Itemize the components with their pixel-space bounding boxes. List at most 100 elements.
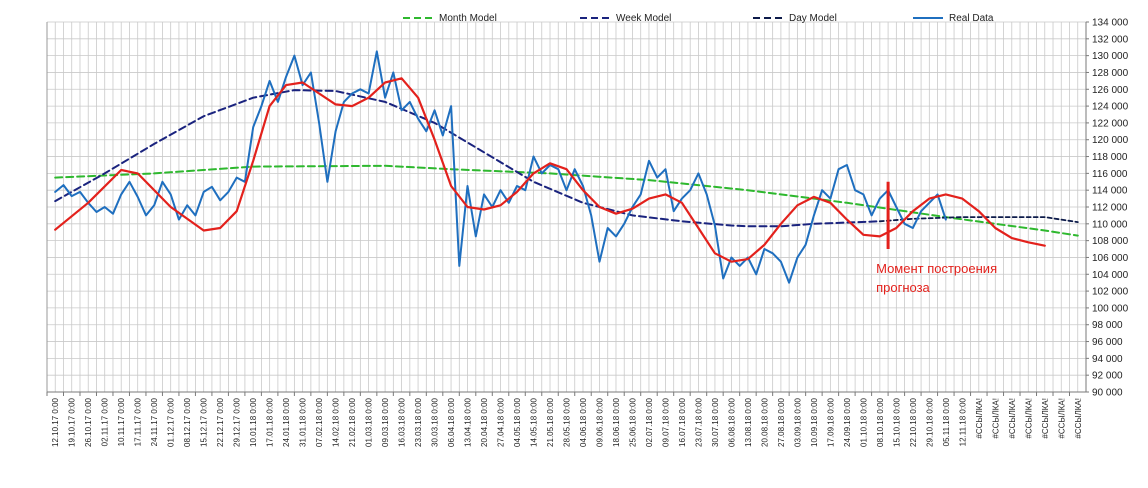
x-tick-label: 24.09.18 0:00: [843, 397, 852, 446]
x-tick-label: 08.10.18 0:00: [876, 397, 885, 446]
x-tick-label: 27.04.18 0:00: [497, 397, 506, 446]
x-tick-label: 10.11.17 0:00: [117, 397, 126, 446]
x-tick-label: 23.03.18 0:00: [414, 397, 423, 446]
x-tick-label: 26.10.17 0:00: [84, 397, 93, 446]
y-tick-label: 106 000: [1092, 253, 1129, 264]
x-tick-label: 04.06.18 0:00: [579, 397, 588, 446]
forecast-annotation-line1: Момент построения: [876, 261, 997, 276]
x-tick-label: 17.09.18 0:00: [826, 397, 835, 446]
x-tick-label: 01.12.17 0:00: [167, 397, 176, 446]
x-tick-label: 30.07.18 0:00: [711, 397, 720, 446]
y-tick-label: 126 000: [1092, 85, 1129, 96]
x-tick-label: 17.11.17 0:00: [134, 397, 143, 446]
x-tick-label: 31.01.18 0:00: [299, 397, 308, 446]
x-tick-label: 20.04.18 0:00: [480, 397, 489, 446]
x-tick-label: 01.03.18 0:00: [365, 397, 374, 446]
y-tick-label: 90 000: [1092, 388, 1123, 399]
x-tick-label: 17.01.18 0:00: [266, 397, 275, 446]
y-tick-label: 128 000: [1092, 68, 1129, 79]
x-tick-label: 09.06.18 0:00: [595, 397, 604, 446]
x-tick-label: 14.05.18 0:00: [530, 397, 539, 446]
x-tick-label: 22.12.17 0:00: [216, 397, 225, 446]
series-line-fit: [54, 77, 1046, 263]
x-tick-label: 27.08.18 0:00: [777, 397, 786, 446]
x-tick-label: 15.12.17 0:00: [200, 397, 209, 446]
x-tick-label: 01.10.18 0:00: [859, 397, 868, 446]
x-tick-label: #ССЫЛКА!: [1057, 398, 1066, 439]
x-tick-label: 02.07.18 0:00: [645, 397, 654, 446]
y-tick-label: 94 000: [1092, 354, 1123, 365]
x-tick-label: 28.05.18 0:00: [563, 397, 572, 446]
x-tick-label: 02.11.17 0:00: [101, 397, 110, 446]
x-tick-label: 20.08.18 0:00: [760, 397, 769, 446]
x-tick-label: #ССЫЛКА!: [975, 398, 984, 439]
x-tick-label: 13.04.18 0:00: [464, 397, 473, 446]
y-tick-label: 108 000: [1092, 236, 1129, 247]
y-tick-label: 114 000: [1092, 186, 1128, 197]
legend-label: Month Model: [439, 13, 497, 24]
series-line-real-data: [54, 50, 947, 284]
legend-label: Day Model: [789, 13, 837, 24]
x-tick-label: #ССЫЛКА!: [1008, 398, 1017, 439]
x-tick-label: 07.02.18 0:00: [315, 397, 324, 446]
y-tick-label: 102 000: [1092, 287, 1129, 298]
x-tick-label: 04.05.18 0:00: [513, 397, 522, 446]
x-tick-label: 16.03.18 0:00: [398, 397, 407, 446]
x-tick-label: 23.07.18 0:00: [694, 397, 703, 446]
forecast-annotation-line2: прогноза: [876, 280, 930, 295]
y-tick-label: 112 000: [1092, 203, 1128, 214]
x-tick-label: 29.12.17 0:00: [233, 397, 242, 446]
x-tick-label: #ССЫЛКА!: [991, 398, 1000, 439]
y-tick-label: 96 000: [1092, 337, 1123, 348]
x-tick-label: 13.08.18 0:00: [744, 397, 753, 446]
x-tick-label: 21.02.18 0:00: [348, 397, 357, 446]
legend: Month Model Week Model Day Model Real Data: [403, 13, 994, 24]
y-tick-label: 130 000: [1092, 51, 1129, 62]
x-tick-label: 05.11.18 0:00: [942, 397, 951, 446]
x-tick-label: 10.09.18 0:00: [810, 397, 819, 446]
x-tick-label: 15.10.18 0:00: [892, 397, 901, 446]
x-tick-labels: 12.10.17 0:00 19.10.17 0:00 26.10.17 0:00 0…: [46, 392, 1083, 447]
y-tick-label: 92 000: [1092, 371, 1123, 382]
x-tick-label: 19.10.17 0:00: [68, 397, 77, 446]
series-line-week-model: [54, 89, 881, 228]
x-tick-label: 21.05.18 0:00: [546, 397, 555, 446]
y-tick-label: 100 000: [1092, 303, 1129, 314]
x-tick-label: 09.03.18 0:00: [381, 397, 390, 446]
series-line-month-model: [54, 164, 1079, 237]
x-tick-label: 12.11.18 0:00: [958, 397, 967, 446]
x-tick-label: 16.07.18 0:00: [678, 397, 687, 446]
y-tick-label: 104 000: [1092, 270, 1129, 281]
x-tick-label: 25.06.18 0:00: [628, 397, 637, 446]
x-tick-label: #ССЫЛКА!: [1041, 398, 1050, 439]
x-tick-label: 12.10.17 0:00: [51, 397, 60, 446]
y-tick-label: 110 000: [1092, 219, 1128, 230]
y-tick-label: 98 000: [1092, 320, 1123, 331]
y-tick-label: 132 000: [1092, 34, 1129, 45]
x-tick-label: 18.06.18 0:00: [612, 397, 621, 446]
x-tick-label: 24.01.18 0:00: [282, 397, 291, 446]
y-tick-label: 116 000: [1092, 169, 1128, 180]
x-tick-label: 03.09.18 0:00: [793, 397, 802, 446]
legend-label: Real Data: [949, 13, 994, 24]
series-lines: [54, 50, 1079, 284]
x-tick-label: 29.10.18 0:00: [925, 397, 934, 446]
x-tick-label: 14.02.18 0:00: [332, 397, 341, 446]
x-tick-label: 22.10.18 0:00: [909, 397, 918, 446]
y-tick-label: 134 000: [1092, 18, 1129, 29]
y-tick-label: 124 000: [1092, 102, 1129, 113]
x-tick-label: 08.12.17 0:00: [183, 397, 192, 446]
legend-label: Week Model: [616, 13, 671, 24]
x-tick-label: 06.04.18 0:00: [447, 397, 456, 446]
x-tick-label: 10.01.18 0:00: [249, 397, 258, 446]
y-tick-label: 120 000: [1092, 135, 1129, 146]
x-tick-label: 09.07.18 0:00: [661, 397, 670, 446]
x-tick-label: 24.11.17 0:00: [150, 397, 159, 446]
x-tick-label: #ССЫЛКА!: [1074, 398, 1083, 439]
series-line-day-model: [878, 216, 1079, 223]
y-tick-label: 118 000: [1092, 152, 1128, 163]
forecast-annotation: Момент построения прогноза: [876, 181, 997, 295]
x-tick-label: #ССЫЛКА!: [1024, 398, 1033, 439]
x-tick-label: 30.03.18 0:00: [431, 397, 440, 446]
